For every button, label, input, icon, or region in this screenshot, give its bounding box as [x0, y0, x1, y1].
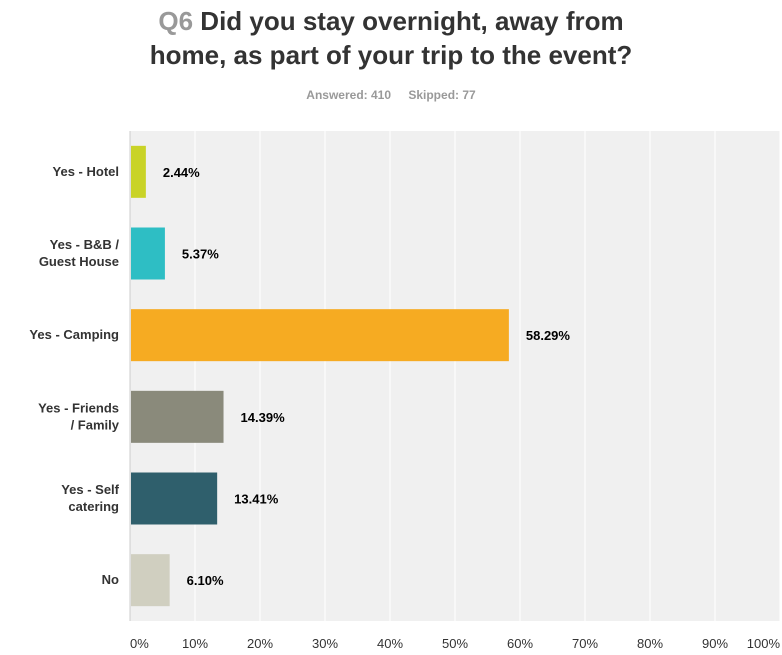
question-title: Q6 Did you stay overnight, away from hom… [0, 4, 782, 72]
category-label: / Family [71, 417, 120, 432]
answered-count: Answered: 410 [306, 88, 391, 102]
question-text-line1: Did you stay overnight, away from [200, 6, 624, 36]
category-label: No [102, 572, 119, 587]
value-label: 14.39% [241, 410, 286, 425]
category-label: Yes - Camping [29, 327, 119, 342]
category-label: Guest House [39, 254, 119, 269]
category-label: Yes - Hotel [53, 164, 119, 179]
x-tick-label: 30% [312, 636, 338, 651]
x-tick-label: 20% [247, 636, 273, 651]
x-tick-label: 50% [442, 636, 468, 651]
value-label: 6.10% [187, 573, 224, 588]
x-tick-label: 100% [747, 636, 781, 651]
question-number: Q6 [158, 6, 194, 36]
category-label: Yes - Self [61, 482, 119, 497]
bar [131, 554, 170, 607]
x-tick-label: 70% [572, 636, 598, 651]
question-title-line1: Q6 Did you stay overnight, away from [0, 4, 782, 38]
bar [131, 390, 224, 443]
value-label: 13.41% [234, 492, 279, 507]
x-tick-label: 80% [637, 636, 663, 651]
skipped-count: Skipped: 77 [408, 88, 476, 102]
x-tick-label: 40% [377, 636, 403, 651]
bar [131, 472, 218, 525]
category-label: Yes - B&B / [50, 237, 120, 252]
bar [131, 145, 146, 198]
value-label: 58.29% [526, 328, 571, 343]
x-tick-label: 90% [702, 636, 728, 651]
x-tick-label: 0% [130, 636, 149, 651]
bar [131, 309, 509, 362]
bar [131, 227, 165, 280]
x-tick-label: 10% [182, 636, 208, 651]
value-label: 2.44% [163, 165, 200, 180]
response-stats: Answered: 410 Skipped: 77 [0, 88, 782, 102]
category-label: catering [68, 499, 119, 514]
category-label: Yes - Friends [38, 400, 119, 415]
value-label: 5.37% [182, 247, 219, 262]
question-text-line2: home, as part of your trip to the event? [149, 40, 633, 70]
x-tick-label: 60% [507, 636, 533, 651]
